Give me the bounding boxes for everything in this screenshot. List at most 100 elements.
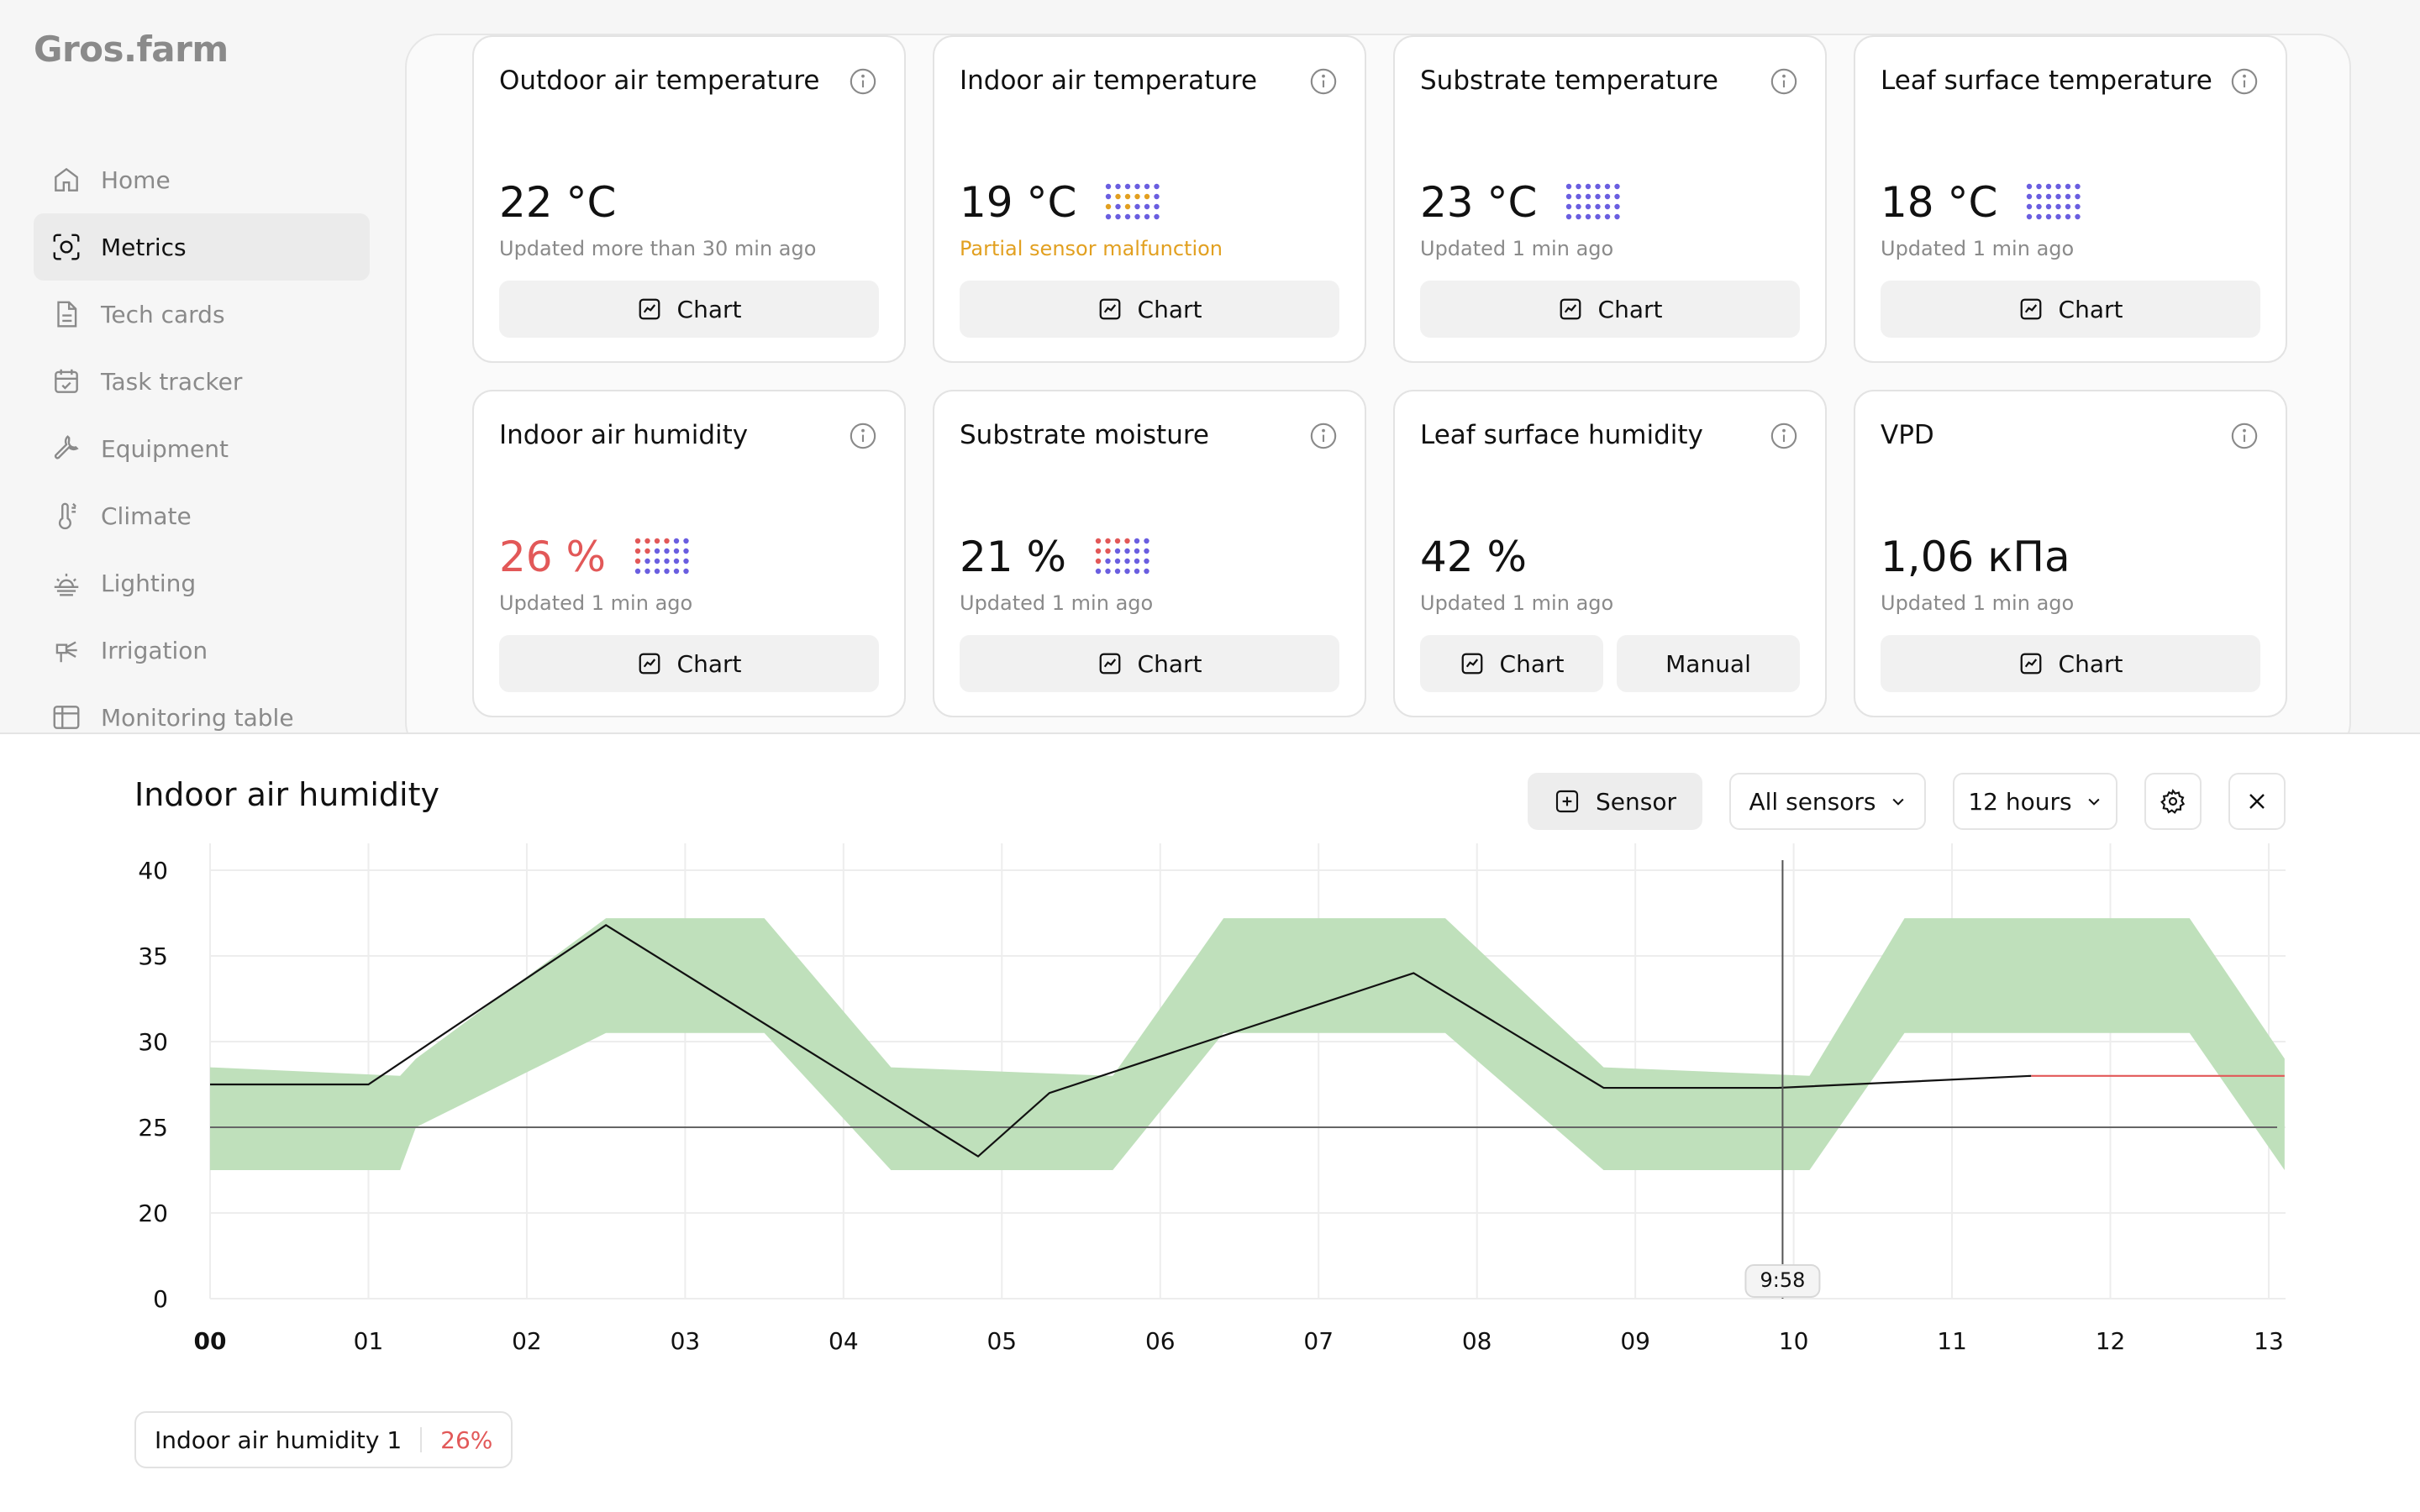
sensor-dot [1605,183,1611,190]
sensor-dot [2075,183,2081,190]
chart-button[interactable]: Chart [960,281,1339,338]
info-icon[interactable] [1309,67,1338,96]
sensor-dot [1144,183,1150,190]
sensor-dot [634,568,641,575]
sensor-dot [1614,183,1621,190]
chart-icon [1560,298,1581,320]
sensor-dot [1134,548,1140,554]
sensor-dot [673,538,680,544]
card-status: Updated more than 30 min ago [499,237,817,260]
chart-button[interactable]: Chart [1420,635,1603,692]
metric-card-leaf-surface-humidity: Leaf surface humidity 42 % Updated 1 min… [1393,390,1827,717]
sensor-dot [1586,213,1591,220]
sensor-dot [1105,568,1111,575]
sidebar-item-label: Home [101,165,171,194]
card-title: Substrate moisture [960,420,1209,450]
sensor-dot [1614,203,1621,210]
y-tick-label: 30 [138,1028,168,1056]
info-icon[interactable] [849,422,877,450]
normal-range-band [210,918,2285,1170]
sensor-dot [654,548,660,554]
card-title: Indoor air temperature [960,66,1258,96]
chart-panel-title: Indoor air humidity [134,776,439,813]
card-status: Updated 1 min ago [1420,591,1614,615]
sensor-dot [1106,203,1112,210]
sensor-dot [683,538,689,544]
add-sensor-button[interactable]: Sensor [1528,773,1702,830]
chart-button[interactable]: Chart [1881,635,2260,692]
chart-button[interactable]: Chart [1420,281,1800,338]
chart-button-label: Chart [676,295,742,323]
home-icon [50,164,82,196]
sidebar-item-task-tracker[interactable]: Task tracker [34,348,370,415]
chart-icon [1461,653,1482,675]
sensor-dot [1106,193,1112,200]
sensor-dot [1605,203,1611,210]
value-text: 26 % [499,533,607,581]
add-sensor-label: Sensor [1596,787,1676,816]
chart-button[interactable]: Chart [960,635,1339,692]
x-tick-label: 02 [512,1327,542,1355]
sensor-dot [1124,568,1130,575]
close-chart-button[interactable] [2228,773,2286,830]
sidebar-item-label: Irrigation [101,636,208,664]
sensor-grid-icon [1095,538,1150,575]
gear-icon [2160,789,2186,814]
sensor-select[interactable]: All sensors [1729,773,1926,830]
sensor-dot [1114,538,1121,544]
plus-square-icon [1555,790,1579,813]
sensor-dot [2065,213,2071,220]
sidebar-item-equipment[interactable]: Equipment [34,415,370,482]
info-icon[interactable] [1309,422,1338,450]
sidebar-nav: Home Metrics Tech cards Task tracker Equ… [34,146,370,751]
sensor-dot [2075,213,2081,220]
info-icon[interactable] [1770,422,1798,450]
sensor-grid-icon [2027,183,2081,220]
x-tick-label: 08 [1462,1327,1492,1355]
period-select-value: 12 hours [1968,787,2072,816]
info-icon[interactable] [2230,422,2259,450]
sensor-dot [644,548,650,554]
sensor-dot [644,538,650,544]
chart-icon [639,653,660,675]
sensor-dot [2055,213,2062,220]
sensor-dot [2046,213,2052,220]
sidebar-item-home[interactable]: Home [34,146,370,213]
chart-button[interactable]: Chart [499,281,879,338]
card-status: Partial sensor malfunction [960,237,1223,260]
sensor-dot [1144,213,1150,220]
sensor-dot [2046,183,2052,190]
x-tick-label: 03 [671,1327,701,1355]
humidity-chart[interactable]: 9:58 0 20 25 30 35 40 00 01 02 03 04 05 06 07 08 09 10 11 1… [0,734,2420,1406]
chart-icon [2020,653,2041,675]
info-icon[interactable] [1770,67,1798,96]
thermometer-icon [50,500,82,532]
chart-settings-button[interactable] [2144,773,2202,830]
period-select[interactable]: 12 hours [1953,773,2118,830]
x-tick-label: 04 [829,1327,859,1355]
sidebar-item-monitoring-table[interactable]: Monitoring table [34,684,370,751]
sidebar-item-tech-cards[interactable]: Tech cards [34,281,370,348]
value-text: 1,06 кПа [1881,533,2070,581]
chart-button-label: Chart [1499,649,1565,678]
manual-button[interactable]: Manual [1617,635,1800,692]
sensor-dot [1566,213,1572,220]
sidebar-item-lighting[interactable]: Lighting [34,549,370,617]
sprinkler-icon [50,634,82,666]
info-icon[interactable] [849,67,877,96]
sensor-dot [1115,213,1122,220]
sidebar-item-climate[interactable]: Climate [34,482,370,549]
sidebar-item-irrigation[interactable]: Irrigation [34,617,370,684]
sidebar-item-metrics[interactable]: Metrics [34,213,370,281]
chart-button[interactable]: Chart [1881,281,2260,338]
sensor-dot [1144,548,1150,554]
chart-button[interactable]: Chart [499,635,879,692]
sensor-dot [644,568,650,575]
app-logo[interactable]: Gros.farm [34,29,229,70]
x-tick-label: 12 [2096,1327,2126,1355]
legend-item-sensor-1[interactable]: Indoor air humidity 1 26% [134,1411,513,1468]
card-value: 42 % [1420,533,1527,581]
value-text: 19 °C [960,178,1077,227]
chart-button-label: Chart [676,649,742,678]
info-icon[interactable] [2230,67,2259,96]
